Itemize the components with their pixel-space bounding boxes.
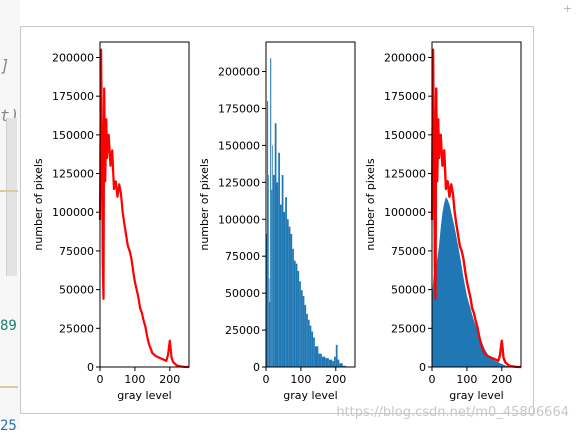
x-axis-label: gray level: [449, 389, 503, 402]
x-tick-label: 100: [456, 373, 477, 386]
histogram-bar: [299, 281, 301, 367]
histogram-bar: [267, 101, 268, 367]
histogram-bar: [303, 296, 305, 367]
y-tick-label: 100000: [52, 206, 94, 219]
y-tick-label: 100000: [218, 213, 260, 226]
y-tick-label: 0: [253, 361, 260, 374]
y-tick-label: 125000: [218, 176, 260, 189]
y-tick-label: 150000: [52, 129, 94, 142]
histogram-bar: [325, 358, 328, 367]
histogram-bar: [292, 249, 294, 367]
y-tick-label: 50000: [391, 284, 426, 297]
histogram-bar: [272, 145, 273, 367]
x-tick-label: 200: [491, 373, 512, 386]
histogram-bar: [271, 190, 272, 367]
histogram-bar: [339, 363, 342, 367]
x-tick-label: 200: [159, 373, 180, 386]
histogram-bar: [304, 305, 306, 367]
y-tick-label: 0: [87, 361, 94, 374]
y-tick-label: 25000: [59, 322, 94, 335]
y-tick-label: 175000: [384, 90, 426, 103]
axes-frame: [100, 42, 189, 367]
chart-panel-1: 0 25000 50000 75000 100000 125000 150000 175000…: [32, 42, 189, 402]
x-tick-label: 200: [325, 373, 346, 386]
histogram-bar: [283, 212, 285, 367]
histogram-bar: [318, 354, 321, 367]
histogram-bar: [296, 264, 298, 367]
y-tick-label: 125000: [52, 168, 94, 181]
histogram-bar: [276, 182, 278, 367]
histogram-bar: [315, 346, 318, 367]
histogram-bar: [285, 197, 287, 367]
histogram-bar: [311, 332, 313, 367]
y-tick-label: 75000: [59, 245, 94, 258]
histogram-bar: [270, 58, 271, 367]
y-tick-label: 50000: [225, 287, 260, 300]
histogram-bar: [289, 227, 291, 367]
histogram-bar: [294, 261, 296, 367]
x-axis-label: gray level: [283, 389, 337, 402]
y-axis-label: number of pixels: [32, 158, 45, 251]
histogram-bar: [273, 175, 275, 367]
histogram-bar: [310, 326, 312, 367]
y-tick-label: 175000: [52, 90, 94, 103]
histogram-line: [100, 50, 189, 367]
y-tick-label: 25000: [391, 322, 426, 335]
histogram-bar: [268, 175, 269, 367]
y-tick-label: 0: [419, 361, 426, 374]
histogram-bar: [278, 153, 280, 367]
y-tick-label: 200000: [52, 51, 94, 64]
y-tick-label: 200000: [218, 66, 260, 79]
histogram-bar: [332, 361, 334, 367]
x-tick-label: 100: [124, 373, 145, 386]
x-tick-label: 0: [263, 373, 270, 386]
histogram-bar: [275, 123, 277, 367]
histogram-bar: [269, 278, 270, 367]
histogram-bar: [313, 337, 315, 367]
chart-panel-2: 0 25000 50000 75000 100000 125000 150000 175000…: [198, 42, 355, 402]
histogram-bar: [282, 175, 284, 367]
histogram-bar: [269, 302, 270, 367]
y-tick-label: 75000: [225, 250, 260, 263]
watermark-text: https://blog.csdn.net/m0_45806664: [336, 405, 569, 420]
y-axis-label: number of pixels: [364, 158, 377, 251]
x-tick-label: 0: [97, 373, 104, 386]
histogram-bar: [301, 290, 303, 367]
x-axis-label: gray level: [117, 389, 171, 402]
histogram-bar: [334, 357, 336, 367]
y-tick-label: 175000: [218, 102, 260, 115]
histogram-bar: [280, 205, 282, 368]
chart-panel-3: 0 25000 50000 75000 100000 125000 150000 175000…: [364, 42, 521, 402]
y-axis-label: number of pixels: [198, 158, 211, 251]
y-tick-label: 75000: [391, 245, 426, 258]
histogram-area: [432, 197, 521, 367]
histogram-bar: [306, 314, 308, 367]
x-tick-label: 0: [429, 373, 436, 386]
x-tick-label: 100: [290, 373, 311, 386]
y-tick-label: 150000: [218, 139, 260, 152]
y-tick-label: 50000: [59, 284, 94, 297]
histogram-bar: [297, 271, 299, 367]
y-tick-label: 150000: [384, 129, 426, 142]
histogram-bar: [336, 345, 338, 367]
histogram-bar: [338, 360, 340, 367]
histogram-bar: [329, 360, 332, 367]
y-tick-label: 100000: [384, 206, 426, 219]
y-tick-label: 200000: [384, 51, 426, 64]
histogram-bar: [290, 234, 292, 367]
histogram-bar: [308, 320, 310, 367]
histogram-bar: [322, 357, 325, 367]
y-tick-label: 125000: [384, 168, 426, 181]
histogram-bar: [287, 219, 289, 367]
y-tick-label: 25000: [225, 324, 260, 337]
